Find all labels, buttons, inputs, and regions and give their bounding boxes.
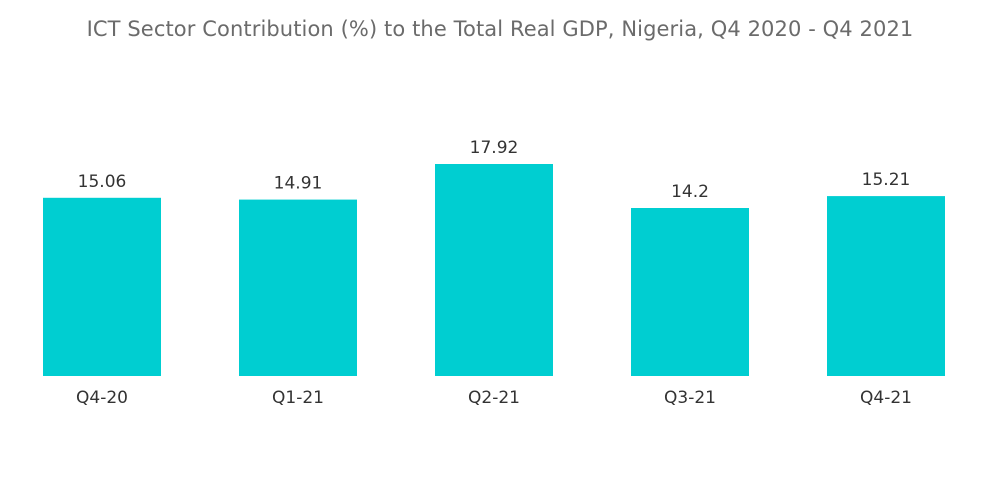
bar-q1-21	[239, 199, 357, 376]
bar-q4-21	[827, 196, 945, 376]
x-tick-q2-21: Q2-21	[468, 388, 520, 408]
value-label-q4-20: 15.06	[78, 172, 127, 192]
value-label-q3-21: 14.2	[671, 182, 709, 202]
bars-group	[43, 164, 945, 376]
x-tick-q1-21: Q1-21	[272, 388, 324, 408]
x-tick-q4-21: Q4-21	[860, 388, 912, 408]
value-label-q4-21: 15.21	[862, 170, 911, 190]
value-label-q1-21: 14.91	[274, 174, 323, 194]
chart-title: ICT Sector Contribution (%) to the Total…	[86, 17, 914, 41]
x-tick-q3-21: Q3-21	[664, 388, 716, 408]
value-labels-group: 15.06 14.91 17.92 14.2 15.21	[78, 138, 911, 202]
value-label-q2-21: 17.92	[470, 138, 519, 158]
bar-q3-21	[631, 208, 749, 376]
bar-q2-21	[435, 164, 553, 376]
bar-q4-20	[43, 197, 161, 376]
x-axis-ticks: Q4-20 Q1-21 Q2-21 Q3-21 Q4-21	[76, 388, 912, 408]
x-tick-q4-20: Q4-20	[76, 388, 128, 408]
